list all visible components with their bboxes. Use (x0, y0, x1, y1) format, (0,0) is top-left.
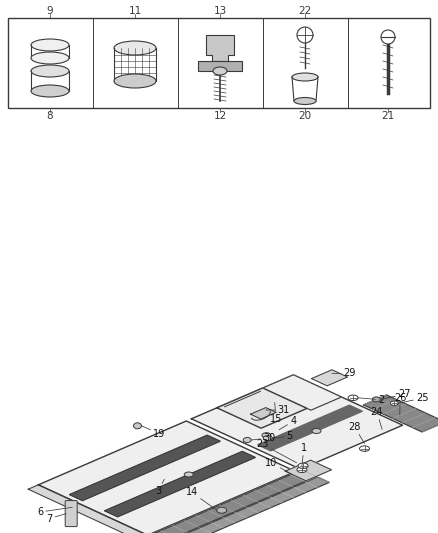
Ellipse shape (360, 446, 370, 451)
Polygon shape (222, 375, 342, 414)
Ellipse shape (31, 85, 69, 97)
Bar (8, 18, 430, 108)
Text: 3: 3 (155, 479, 164, 496)
Ellipse shape (297, 467, 307, 473)
Ellipse shape (298, 463, 308, 469)
Text: 22: 22 (298, 6, 311, 16)
Polygon shape (206, 35, 234, 61)
Polygon shape (149, 470, 316, 533)
Polygon shape (258, 405, 362, 451)
Text: 11: 11 (128, 6, 141, 16)
Polygon shape (251, 408, 276, 419)
Text: 29: 29 (332, 368, 356, 378)
Ellipse shape (114, 74, 156, 88)
Text: 7: 7 (46, 514, 66, 523)
Text: 10: 10 (265, 458, 292, 474)
Text: 5: 5 (272, 431, 293, 441)
Text: 28: 28 (348, 422, 364, 443)
Polygon shape (39, 421, 296, 533)
Text: 24: 24 (371, 407, 383, 430)
Ellipse shape (243, 438, 251, 442)
FancyBboxPatch shape (65, 500, 77, 527)
Polygon shape (217, 388, 307, 428)
Ellipse shape (390, 401, 399, 406)
Ellipse shape (262, 433, 271, 438)
Text: 12: 12 (213, 111, 226, 121)
Ellipse shape (292, 73, 318, 81)
Ellipse shape (217, 507, 227, 513)
Ellipse shape (312, 429, 321, 433)
Ellipse shape (372, 397, 380, 402)
Ellipse shape (134, 423, 141, 429)
Text: 2: 2 (358, 395, 384, 405)
Text: 21: 21 (381, 111, 395, 121)
Polygon shape (28, 485, 148, 533)
Ellipse shape (381, 30, 395, 44)
Polygon shape (105, 451, 255, 517)
Text: 1: 1 (301, 443, 307, 466)
Ellipse shape (294, 98, 316, 104)
Ellipse shape (297, 27, 313, 43)
Text: 20: 20 (298, 111, 311, 121)
Polygon shape (364, 395, 438, 432)
Text: 8: 8 (47, 111, 53, 121)
Text: 13: 13 (213, 6, 226, 16)
Polygon shape (165, 477, 329, 533)
Text: 15: 15 (270, 402, 282, 424)
Text: 6: 6 (37, 507, 72, 517)
Text: 4: 4 (279, 416, 297, 430)
Polygon shape (311, 370, 347, 386)
Ellipse shape (31, 65, 69, 77)
Text: 19: 19 (141, 426, 166, 439)
Text: 23: 23 (257, 439, 297, 463)
Text: 26: 26 (394, 393, 406, 415)
Ellipse shape (213, 67, 227, 75)
Polygon shape (191, 375, 403, 469)
Ellipse shape (348, 395, 358, 401)
Polygon shape (285, 460, 332, 481)
Text: 18: 18 (0, 532, 1, 533)
Text: 14: 14 (186, 487, 217, 510)
Text: 25: 25 (399, 393, 429, 403)
Text: 30: 30 (251, 433, 276, 443)
Text: 27: 27 (380, 390, 410, 399)
Ellipse shape (31, 52, 69, 64)
Text: 9: 9 (47, 6, 53, 16)
Ellipse shape (114, 41, 156, 55)
Polygon shape (198, 61, 242, 71)
Polygon shape (70, 435, 220, 500)
Ellipse shape (184, 472, 193, 477)
Text: 31: 31 (266, 405, 290, 415)
Ellipse shape (31, 39, 69, 51)
Ellipse shape (263, 435, 272, 441)
